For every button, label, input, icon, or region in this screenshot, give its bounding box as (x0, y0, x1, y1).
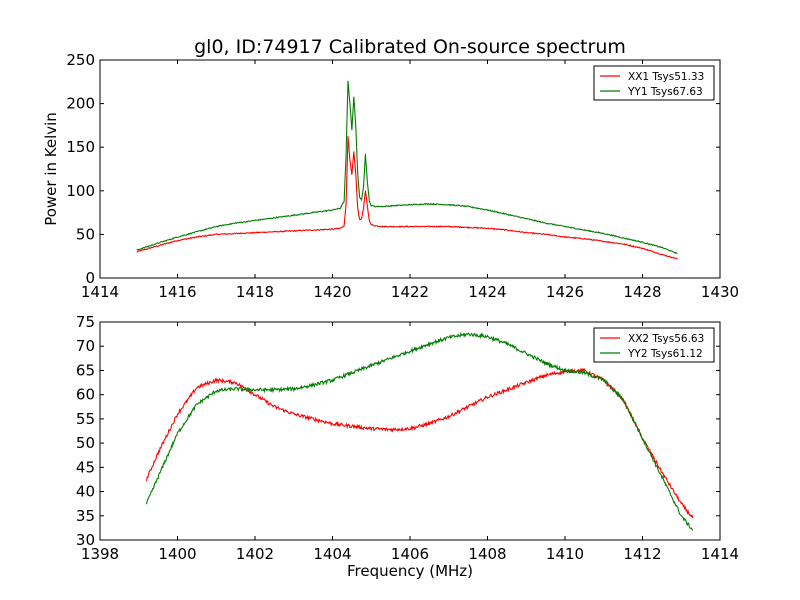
plot-top: 1414 1416 1418 1420 1422 1424 1426 1428 1430 0 50 1… (42, 51, 739, 301)
x-tick-label: 1422 (391, 283, 429, 301)
legend-label: YY2 Tsys61.12 (627, 348, 703, 360)
y-tick-label: 50 (76, 225, 95, 243)
y-tick-label: 65 (76, 361, 95, 379)
chart-title: gl0, ID:74917 Calibrated On-source spect… (194, 36, 626, 58)
legend-label: XX2 Tsys56.63 (628, 333, 704, 345)
x-tick-label: 1404 (313, 545, 351, 563)
y-tick-label: 50 (76, 434, 95, 452)
series-line (136, 80, 678, 255)
x-axis-label: Frequency (MHz) (347, 562, 473, 580)
legend-box (593, 65, 715, 101)
y-tick-label: 200 (66, 95, 95, 113)
y-tick-label: 55 (76, 410, 95, 428)
y-tick-label: 250 (66, 51, 95, 69)
series-line (145, 331, 694, 531)
y-tick-label: 75 (76, 313, 95, 331)
y-tick-label: 0 (85, 269, 95, 287)
y-tick-label: 35 (76, 507, 95, 525)
x-tick-label: 1398 (81, 545, 119, 563)
x-tick-label: 1414 (701, 545, 739, 563)
legend-label: XX1 Tsys51.33 (628, 71, 704, 83)
x-tick-label: 1428 (623, 283, 661, 301)
x-tick-label: 1418 (236, 283, 274, 301)
y-tick-label: 60 (76, 386, 95, 404)
plot-bottom: 1398 1400 1402 1404 1406 1408 1410 1412 1414 30 35… (76, 313, 739, 580)
y-tick-label: 30 (76, 531, 95, 549)
x-tick-label: 1410 (546, 545, 584, 563)
y-tick-label: 45 (76, 458, 95, 476)
y-tick-label: 150 (66, 138, 95, 156)
x-tick-label: 1412 (623, 545, 661, 563)
x-tick-label: 1406 (391, 545, 429, 563)
legend-box (593, 327, 715, 363)
series-line (136, 136, 678, 260)
legend-label: YY1 Tsys67.63 (627, 86, 703, 98)
y-axis-label: Power in Kelvin (42, 112, 60, 226)
y-tick-label: 70 (76, 337, 95, 355)
x-tick-label: 1402 (236, 545, 274, 563)
x-tick-label: 1400 (158, 545, 196, 563)
series-line (145, 367, 694, 519)
x-tick-label: 1424 (468, 283, 506, 301)
x-tick-label: 1420 (313, 283, 351, 301)
x-tick-label: 1416 (158, 283, 196, 301)
y-tick-label: 100 (66, 182, 95, 200)
y-tick-label: 40 (76, 483, 95, 501)
x-tick-label: 1426 (546, 283, 584, 301)
x-tick-label: 1414 (81, 283, 119, 301)
x-tick-label: 1430 (701, 283, 739, 301)
x-tick-label: 1408 (468, 545, 506, 563)
